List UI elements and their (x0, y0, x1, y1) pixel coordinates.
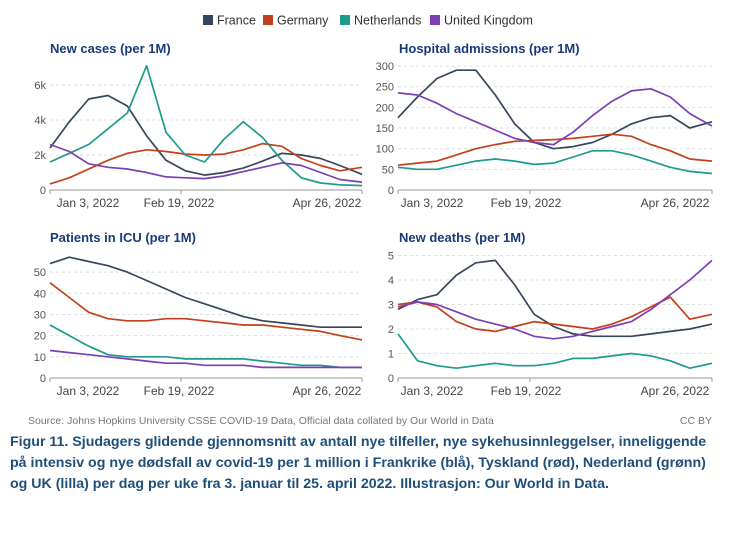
y-gridlines: 0 10 20 30 40 50 (34, 267, 362, 385)
y-tick-label: 1 (388, 348, 394, 360)
legend-label: Germany (277, 14, 329, 28)
legend: France Germany Netherlands United Kingdom (203, 14, 533, 28)
series-line-netherlands (397, 333, 713, 370)
y-tick-label: 50 (382, 164, 394, 176)
series-line-united-kingdom (49, 349, 362, 369)
x-tick-label: Jan 3, 2022 (57, 196, 120, 210)
y-tick-label: 10 (34, 352, 46, 364)
series-lines (397, 69, 713, 175)
figure-caption: Figur 11. Sjudagers glidende gjennomsnit… (10, 434, 707, 492)
x-axis: Jan 3, 2022 Feb 19, 2022 Apr 26, 2022 (397, 378, 713, 398)
series-lines (397, 259, 713, 370)
x-tick-label: Jan 3, 2022 (57, 384, 120, 398)
y-tick-label: 0 (40, 373, 46, 385)
y-tick-label: 40 (34, 288, 46, 300)
x-axis: Jan 3, 2022 Feb 19, 2022 Apr 26, 2022 (49, 190, 363, 210)
series-line-netherlands (49, 324, 362, 369)
x-tick-label: Apr 26, 2022 (641, 196, 710, 210)
y-tick-label: 2 (388, 324, 394, 336)
series-line-france (49, 256, 362, 329)
series-lines (49, 64, 363, 187)
panel-title: Hospital admissions (per 1M) (399, 41, 580, 56)
y-tick-label: 150 (376, 123, 394, 135)
y-tick-label: 250 (376, 82, 394, 94)
series-line-france (397, 69, 713, 150)
series-line-germany (49, 142, 363, 185)
y-tick-label: 3 (388, 299, 394, 311)
series-line-netherlands (49, 64, 363, 187)
panel-new-cases-per-1m: New cases (per 1M) 0 2k 4k 6k Jan 3, 2022 Feb … (34, 41, 363, 210)
legend-label: France (217, 14, 256, 28)
series-line-france (397, 259, 713, 338)
x-axis: Jan 3, 2022 Feb 19, 2022 Apr 26, 2022 (49, 378, 363, 398)
x-tick-label: Apr 26, 2022 (293, 196, 362, 210)
x-tick-label: Apr 26, 2022 (293, 384, 362, 398)
series-line-germany (49, 282, 363, 341)
y-tick-label: 6k (34, 80, 46, 92)
series-line-united-kingdom (49, 143, 363, 183)
chart-panels: New cases (per 1M) 0 2k 4k 6k Jan 3, 2022 Feb … (34, 41, 713, 398)
x-axis: Jan 3, 2022 Feb 19, 2022 Apr 26, 2022 (397, 190, 713, 210)
series-line-france (49, 94, 363, 176)
legend-item-united-kingdom: United Kingdom (430, 14, 533, 28)
panel-new-deaths-per-1m: New deaths (per 1M) 0 1 2 3 4 5 Jan 3, 2022 Feb … (388, 230, 713, 398)
legend-swatch (430, 15, 440, 25)
legend-item-germany: Germany (263, 14, 329, 28)
series-lines (49, 256, 363, 369)
x-tick-label: Jan 3, 2022 (401, 384, 464, 398)
y-tick-label: 2k (34, 150, 46, 162)
x-tick-label: Feb 19, 2022 (144, 384, 215, 398)
y-tick-label: 50 (34, 267, 46, 279)
license-label: CC BY (680, 415, 712, 427)
y-tick-label: 100 (376, 144, 394, 156)
series-line-united-kingdom (397, 259, 713, 340)
legend-swatch (340, 15, 350, 25)
y-tick-label: 30 (34, 309, 46, 321)
x-tick-label: Feb 19, 2022 (491, 384, 562, 398)
panel-title: Patients in ICU (per 1M) (50, 230, 196, 245)
y-tick-label: 5 (388, 250, 394, 262)
panel-title: New cases (per 1M) (50, 41, 171, 56)
y-tick-label: 300 (376, 61, 394, 73)
y-gridlines: 0 50 100 150 200 250 300 (376, 61, 712, 197)
y-tick-label: 4 (388, 275, 394, 287)
series-line-united-kingdom (397, 87, 713, 146)
y-gridlines: 0 1 2 3 4 5 (388, 250, 712, 385)
x-tick-label: Jan 3, 2022 (401, 196, 464, 210)
legend-swatch (263, 15, 273, 25)
y-tick-label: 0 (388, 185, 394, 197)
panel-patients-in-icu-per-1m: Patients in ICU (per 1M) 0 10 20 30 40 50 Jan 3… (34, 230, 363, 398)
legend-item-netherlands: Netherlands (340, 14, 421, 28)
x-tick-label: Feb 19, 2022 (144, 196, 215, 210)
legend-label: United Kingdom (444, 14, 533, 28)
y-gridlines: 0 2k 4k 6k (34, 80, 362, 197)
y-tick-label: 0 (40, 185, 46, 197)
series-line-netherlands (397, 149, 713, 175)
x-tick-label: Apr 26, 2022 (641, 384, 710, 398)
series-line-germany (397, 133, 713, 167)
legend-label: Netherlands (354, 14, 421, 28)
y-tick-label: 200 (376, 102, 394, 114)
legend-swatch (203, 15, 213, 25)
panel-title: New deaths (per 1M) (399, 230, 525, 245)
y-tick-label: 0 (388, 373, 394, 385)
y-tick-label: 4k (34, 115, 46, 127)
x-tick-label: Feb 19, 2022 (491, 196, 562, 210)
y-tick-label: 20 (34, 331, 46, 343)
legend-item-france: France (203, 14, 256, 28)
source-note: Source: Johns Hopkins University CSSE CO… (28, 415, 494, 427)
panel-hospital-admissions-per-1m: Hospital admissions (per 1M) 0 50 100 150 200… (376, 41, 713, 210)
